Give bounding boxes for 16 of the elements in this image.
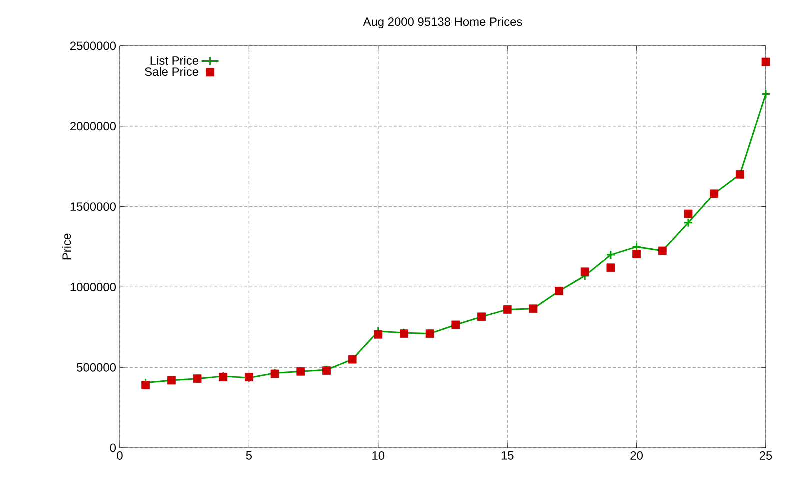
legend-label: Sale Price	[145, 67, 198, 76]
y-tick-label: 1000000	[70, 282, 116, 292]
chart-title: Aug 2000 95138 Home Prices	[363, 17, 522, 28]
x-tick-label: 5	[246, 452, 252, 460]
x-tick-label: 15	[502, 452, 514, 460]
x-tick-label: 25	[760, 452, 772, 460]
y-tick-label: 0	[110, 444, 116, 452]
y-tick-label: 1500000	[70, 202, 116, 212]
legend-label: List Price	[150, 56, 198, 65]
x-tick-label: 10	[372, 452, 385, 460]
y-tick-label: 2000000	[70, 122, 116, 131]
y-tick-label: 2500000	[70, 42, 116, 50]
y-axis-title: Price	[62, 234, 72, 260]
x-tick-label: 20	[630, 452, 643, 460]
x-tick-label: 0	[117, 452, 123, 460]
y-tick-label: 500000	[77, 363, 116, 372]
